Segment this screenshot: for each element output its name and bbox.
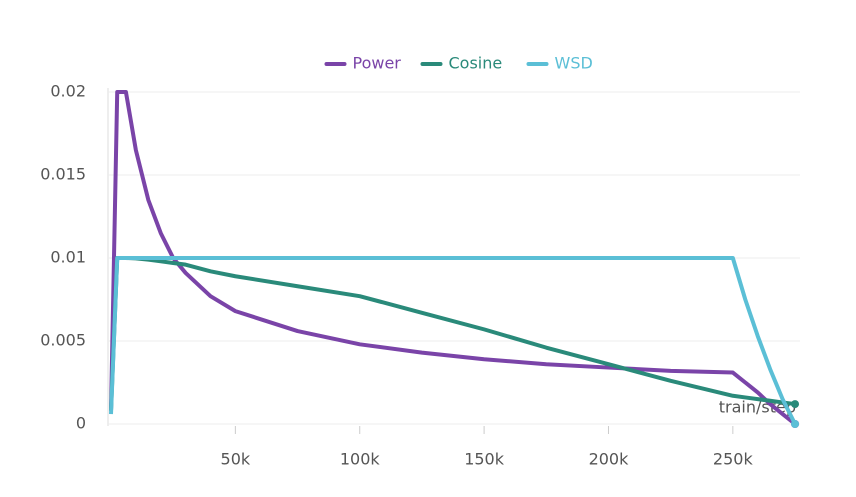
line-series (109, 256, 796, 411)
x-tick-label: 200k (589, 450, 630, 469)
legend-label: Power (353, 54, 402, 73)
x-tick-label: 50k (221, 450, 251, 469)
end-point (791, 420, 800, 428)
end-point (791, 400, 800, 409)
legend-label: Cosine (449, 54, 503, 73)
y-tick-label: 0.01 (50, 248, 86, 267)
line-series (109, 256, 797, 425)
x-tick-label: 150k (464, 450, 505, 469)
y-tick-label: 0.015 (40, 165, 86, 184)
x-tick-label: 100k (340, 450, 381, 469)
plot: 0 0.005 0.01 0.015 0.02 50k 100k 150k 200k 250k Po… (40, 54, 800, 469)
y-tick-label: 0.005 (40, 331, 86, 350)
y-tick-label: 0 (76, 414, 86, 433)
line-series (109, 90, 797, 426)
x-tick-label: 250k (713, 450, 754, 469)
y-tick-label: 0.02 (50, 82, 86, 101)
legend-label: WSD (555, 54, 593, 73)
